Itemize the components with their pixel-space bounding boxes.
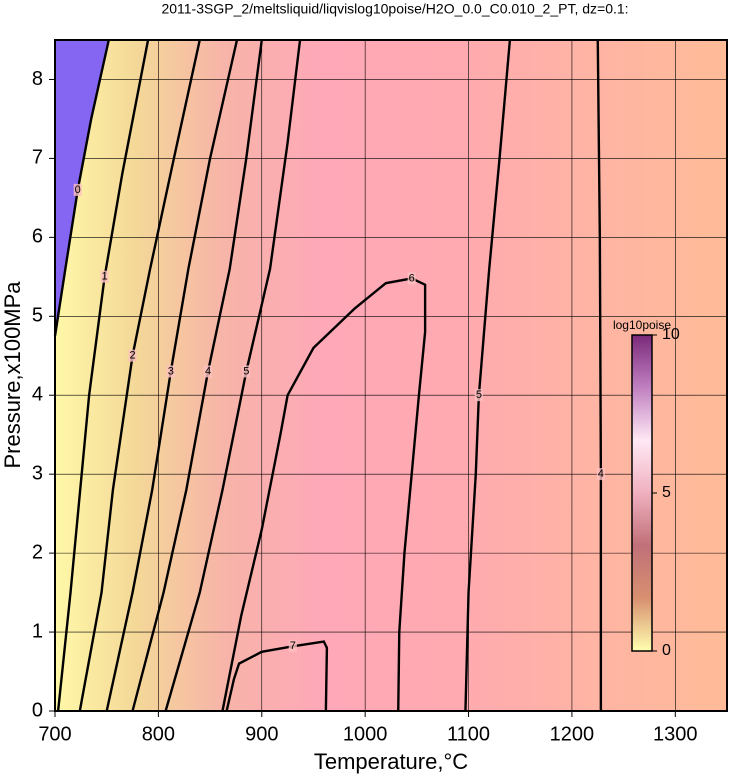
y-tick-label: 1 xyxy=(32,620,43,642)
colorbar xyxy=(631,334,653,652)
x-tick-label: 1200 xyxy=(550,723,595,745)
contour-line xyxy=(56,39,150,712)
x-tick-label: 1300 xyxy=(653,723,698,745)
contour-label-bg xyxy=(474,389,483,402)
colorbar-tick-label: 5 xyxy=(662,484,671,501)
contour-label: 6 xyxy=(409,272,415,284)
y-tick-label: 6 xyxy=(32,226,43,248)
y-tick-label: 5 xyxy=(32,305,43,327)
plot-area: 0 1 2 3 4 5 6 7 5 4 xyxy=(53,39,727,712)
y-tick-label: 8 xyxy=(32,68,43,90)
x-tick-label: 800 xyxy=(142,723,175,745)
contour-label: 4 xyxy=(598,468,604,480)
y-axis-label: Pressure,x100MPa xyxy=(0,281,25,469)
contour-label-bg xyxy=(73,183,82,196)
colorbar-title: log10poise xyxy=(613,318,671,332)
contour-line xyxy=(225,640,329,712)
x-tick-label: 1000 xyxy=(343,723,388,745)
contour-label-bg xyxy=(288,640,297,653)
contour-label-bg xyxy=(100,270,109,283)
y-tick-label: 0 xyxy=(32,699,43,721)
contour-label: 3 xyxy=(168,365,174,377)
contour-label-bg xyxy=(407,272,416,285)
x-tick-label: 900 xyxy=(245,723,278,745)
contour-label: 7 xyxy=(290,640,296,652)
contour-label-bg xyxy=(128,349,137,362)
chart-title: 2011-3SGP_2/meltsliquid/liqvislog10poise… xyxy=(161,1,628,17)
x-tick-label: 1100 xyxy=(447,723,490,745)
plot-background xyxy=(55,40,727,711)
x-axis-label: Temperature,°C xyxy=(314,749,468,774)
plot-frame xyxy=(54,39,728,712)
contour-label: 5 xyxy=(243,365,249,377)
contour-label-bg xyxy=(242,365,251,378)
y-tick-label: 2 xyxy=(32,541,43,563)
colorbar-tick-label: 0 xyxy=(662,642,671,659)
contour-label: 5 xyxy=(476,389,482,401)
x-tick-label: 700 xyxy=(38,723,71,745)
colorbar-tick-label: 10 xyxy=(662,326,680,343)
contour-label: 2 xyxy=(129,350,135,362)
y-tick-label: 3 xyxy=(32,462,43,484)
contour-label: 1 xyxy=(102,271,108,283)
contour-label-bg xyxy=(166,365,175,378)
contour-label-bg xyxy=(596,468,605,481)
contour-line xyxy=(221,277,427,712)
contour-line xyxy=(596,39,603,711)
contour-label: 4 xyxy=(205,365,211,377)
contour-label-bg xyxy=(203,365,213,378)
y-tick-label: 4 xyxy=(32,384,43,406)
contour-region xyxy=(55,40,109,337)
contour-label: 0 xyxy=(75,184,81,196)
y-tick-label: 7 xyxy=(32,147,43,169)
